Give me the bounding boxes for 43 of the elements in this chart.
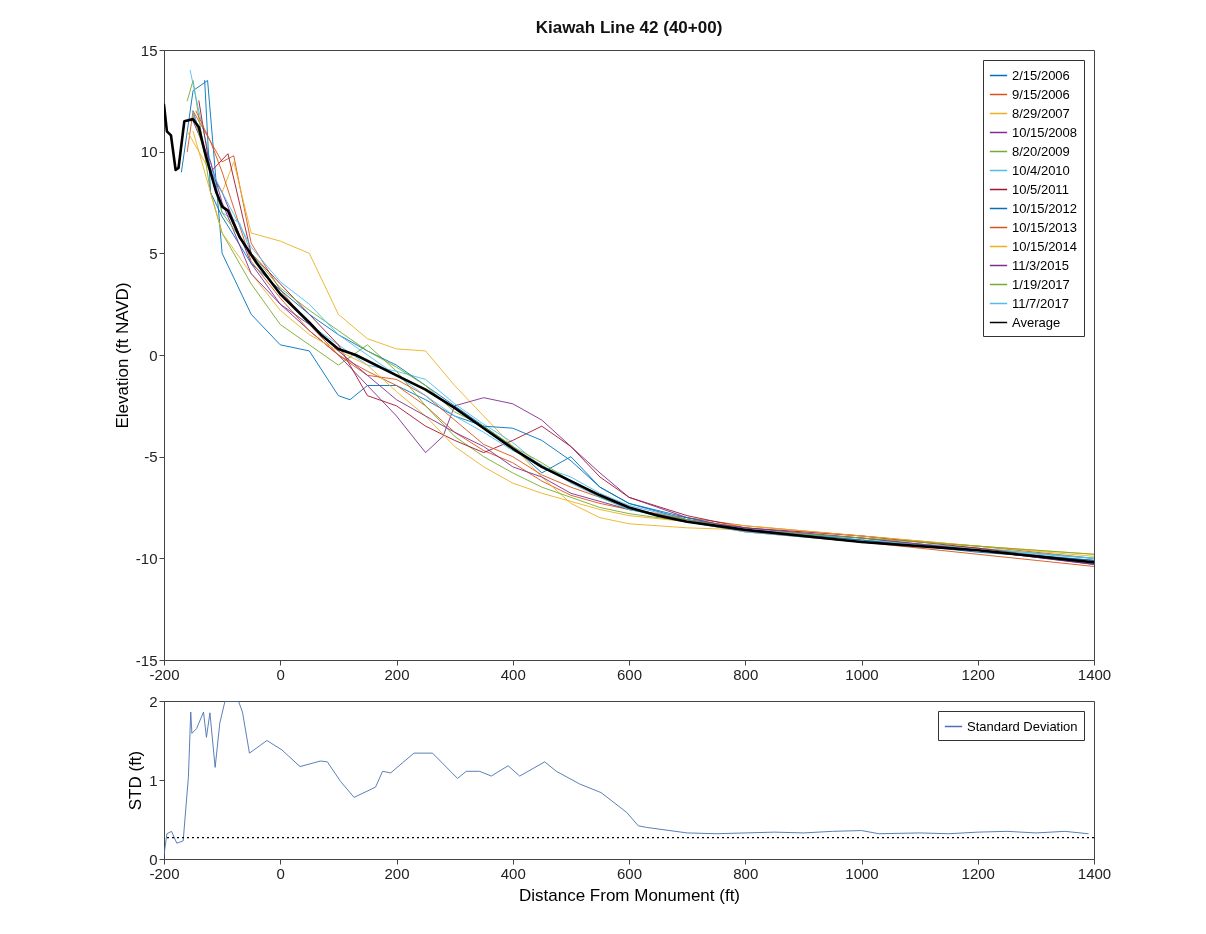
legend-label: 10/15/2013 — [1012, 219, 1078, 235]
y-axis-title: Elevation (ft NAVD) — [112, 282, 132, 429]
y-tick-label: 1 — [149, 771, 158, 789]
x-tick-label: 1000 — [845, 665, 879, 683]
legend-label: 10/15/2012 — [1012, 200, 1078, 216]
y-tick-label: 5 — [149, 244, 158, 262]
legend-label: 10/4/2010 — [1012, 162, 1070, 178]
x-tick-label: 200 — [384, 864, 410, 882]
x-tick-label: 1000 — [845, 864, 879, 882]
legend-label: 10/5/2011 — [1012, 181, 1069, 197]
y-axis-title: STD (ft) — [126, 750, 146, 811]
x-tick-label: 1400 — [1077, 864, 1112, 882]
legend-label: 11/3/2015 — [1012, 257, 1069, 273]
x-tick-label: 1400 — [1077, 665, 1112, 683]
x-tick-label: 800 — [733, 864, 759, 882]
legend-label: 2/15/2006 — [1012, 67, 1070, 83]
y-tick-label: 2 — [149, 692, 158, 710]
x-tick-label: 600 — [616, 864, 643, 882]
y-tick-label: 0 — [149, 346, 158, 364]
legend-label: 10/15/2014 — [1012, 238, 1078, 254]
x-tick-label: 1200 — [961, 864, 995, 882]
legend-label: 9/15/2006 — [1012, 86, 1070, 102]
x-tick-label: 800 — [733, 665, 759, 683]
x-tick-label: 200 — [384, 665, 410, 683]
x-tick-label: 400 — [500, 864, 526, 882]
x-tick-label: 0 — [276, 665, 285, 683]
legend-label: 1/19/2017 — [1012, 276, 1070, 292]
y-tick-label: -5 — [144, 448, 158, 466]
legend-label: Standard Deviation — [967, 718, 1078, 734]
chart-title: Kiawah Line 42 (40+00) — [535, 18, 723, 37]
y-tick-label: 10 — [140, 143, 158, 161]
x-tick-label: 400 — [500, 665, 526, 683]
y-tick-label: 15 — [140, 41, 158, 59]
legend-label: Average — [1012, 314, 1061, 330]
legend-label: 8/29/2007 — [1012, 105, 1070, 121]
legend-label: 10/15/2008 — [1012, 124, 1078, 140]
x-tick-label: 1200 — [961, 665, 995, 683]
x-axis-title: Distance From Monument (ft) — [518, 885, 741, 905]
y-tick-label: -10 — [135, 549, 158, 567]
x-tick-label: 600 — [616, 665, 643, 683]
legend-label: 11/7/2017 — [1012, 295, 1069, 311]
x-tick-label: 0 — [276, 864, 285, 882]
legend-label: 8/20/2009 — [1012, 143, 1070, 159]
